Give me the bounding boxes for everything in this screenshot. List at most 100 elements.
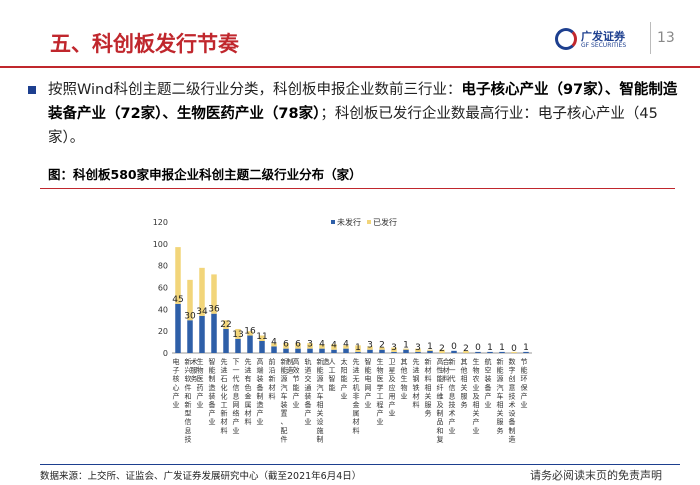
x-tick-label: 件 <box>185 383 192 392</box>
data-label: 4 <box>319 340 325 350</box>
x-tick-label: 汽 <box>497 383 504 392</box>
x-tick-label: 业 <box>293 400 300 409</box>
x-tick-label: 制 <box>209 374 216 383</box>
x-tick-label: 装 <box>485 374 492 383</box>
x-tick-label: 源 <box>317 374 324 383</box>
x-tick-label: 能 <box>329 383 336 392</box>
intro-text-2: 电子核心产业（97家）、智能制造装备产业（72家）、生物医药产业（78家） <box>48 82 678 122</box>
x-tick-label: 制 <box>509 426 516 435</box>
x-tick-label: 备 <box>485 383 492 392</box>
y-tick-label: 20 <box>158 327 168 336</box>
x-tick-label: 汽 <box>317 383 324 392</box>
x-tick-label: 道 <box>305 366 312 375</box>
page-title: 五、科创板发行节奏 <box>50 32 239 56</box>
x-tick-label: 车 <box>317 391 324 400</box>
x-tick-label: 非 <box>353 391 360 400</box>
x-tick-label: 复 <box>437 434 444 443</box>
x-tick-label: 进 <box>413 367 420 375</box>
x-tick-label: 纤 <box>437 383 444 392</box>
x-tick-label: 新 <box>221 409 228 418</box>
intro-paragraph: 按照Wind科创主题二级行业分类，科创板申报企业数前三行业：电子核心产业（97家… <box>48 78 680 150</box>
x-tick-label: 及 <box>437 401 444 409</box>
x-tick-label: 配 <box>281 427 288 435</box>
data-label: 1 <box>403 341 409 351</box>
x-tick-label: 新 <box>185 400 192 409</box>
data-label: 2 <box>463 344 469 354</box>
data-label: 30 <box>184 311 196 321</box>
bar-not-issued <box>415 348 421 352</box>
x-tick-label: 产 <box>485 391 492 400</box>
x-tick-label: 高 <box>437 357 444 366</box>
x-tick-label: 相 <box>317 400 324 409</box>
x-tick-label: 金 <box>353 400 360 409</box>
x-tick-label: 产 <box>305 409 312 418</box>
x-tick-label: 环 <box>521 375 528 383</box>
x-tick-label: 高 <box>257 357 264 366</box>
x-tick-label: 能 <box>521 366 528 375</box>
x-tick-label: 节 <box>293 375 300 383</box>
x-tick-label: 造 <box>323 357 330 366</box>
x-tick-label: 、 <box>281 418 288 426</box>
intro-text-3: ；科创板已发行企业数最高行业：电子核心产业（45家）。 <box>48 106 658 146</box>
x-tick-label: 材 <box>425 366 432 375</box>
x-tick-label: 先 <box>221 357 228 366</box>
x-tick-label: 能 <box>209 366 216 375</box>
bar-issued <box>307 348 313 353</box>
y-tick-label: 120 <box>153 218 168 227</box>
x-tick-label: 服 <box>497 418 504 426</box>
x-tick-label: 产 <box>341 383 348 392</box>
bar-issued <box>319 348 325 353</box>
x-tick-label: 他 <box>401 366 408 375</box>
x-tick-label: 设 <box>317 417 324 426</box>
data-label: 1 <box>523 343 529 353</box>
x-tick-label: 航 <box>485 357 492 366</box>
x-tick-label: 和 <box>185 391 192 400</box>
x-tick-label: 装 <box>281 400 288 409</box>
x-tick-label: 程 <box>377 400 384 409</box>
x-tick-label: 网 <box>233 401 240 409</box>
y-tick-label: 100 <box>153 240 168 249</box>
chart-heading: 图：科创板580家申报企业科创主题二级行业分布（家） <box>48 167 362 182</box>
x-tick-label: 机 <box>353 383 360 392</box>
bar-not-issued <box>283 343 289 349</box>
x-tick-label: 先 <box>413 357 420 366</box>
x-tick-label: 进 <box>245 367 252 375</box>
data-label: 4 <box>271 337 277 347</box>
x-tick-label: 材 <box>269 383 276 392</box>
x-tick-label: 金 <box>245 391 252 400</box>
x-tick-label: 铁 <box>413 383 420 392</box>
x-tick-label: 物 <box>197 366 204 375</box>
data-label: 45 <box>172 295 183 305</box>
x-tick-label: 阳 <box>341 366 348 375</box>
data-label: 1 <box>499 343 505 353</box>
bar-not-issued <box>331 344 337 350</box>
x-tick-label: 物 <box>473 366 480 375</box>
x-tick-label: 源 <box>497 374 504 383</box>
x-tick-label: 业 <box>365 400 372 409</box>
data-label: 1 <box>427 342 433 352</box>
x-tick-label: 产 <box>233 417 240 426</box>
legend-swatch <box>367 220 371 224</box>
y-tick-label: 0 <box>163 349 168 358</box>
x-tick-label: 息 <box>185 426 192 435</box>
x-tick-label: 物 <box>401 383 408 392</box>
x-tick-label: 业 <box>341 391 348 400</box>
x-tick-label: 色 <box>245 383 252 392</box>
x-tick-label: 设 <box>509 409 516 418</box>
bar-not-issued <box>439 349 445 353</box>
data-label: 2 <box>439 344 445 354</box>
x-tick-label: 子 <box>173 367 180 375</box>
x-tick-label: 息 <box>449 391 456 400</box>
x-tick-label: 钢 <box>413 374 420 383</box>
x-tick-label: 相 <box>497 400 504 409</box>
y-tick-label: 40 <box>158 305 168 314</box>
x-tick-label: 医 <box>377 375 384 383</box>
x-tick-label: 品 <box>437 418 444 426</box>
x-tick-label: 术 <box>449 409 456 418</box>
x-tick-label: 关 <box>497 409 504 418</box>
x-tick-label: 工 <box>377 392 384 400</box>
x-tick-label: 物 <box>377 366 384 375</box>
x-tick-label: 属 <box>245 401 252 409</box>
x-tick-label: 维 <box>437 391 444 400</box>
x-tick-label: 及 <box>389 375 396 383</box>
